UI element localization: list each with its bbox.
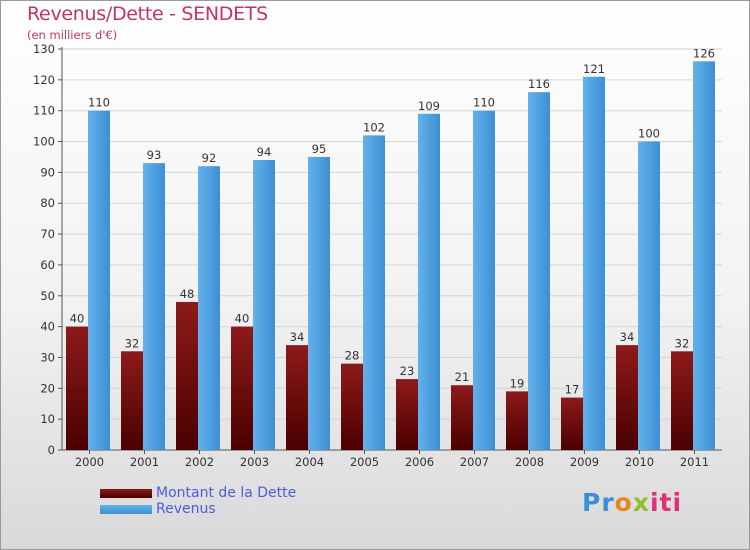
bar-revenus xyxy=(528,92,550,450)
x-tick-label: 2007 xyxy=(460,455,489,469)
data-label-revenus: 110 xyxy=(88,96,110,110)
y-tick-label: 20 xyxy=(40,381,55,395)
bar-revenus xyxy=(88,110,110,450)
bar-revenus xyxy=(693,61,715,450)
data-label-revenus: 94 xyxy=(257,145,272,159)
y-tick-label: 130 xyxy=(33,42,55,56)
bar-dette xyxy=(66,326,88,450)
data-label-dette: 34 xyxy=(620,330,635,344)
x-tick-label: 2010 xyxy=(625,455,654,469)
x-tick-label: 2005 xyxy=(350,455,379,469)
bar-dette xyxy=(396,379,418,450)
axes: 0 10 20 30 40 50 60 70 80 90 100 110 120 130 2000 2001 2… xyxy=(33,42,722,469)
bar-dette xyxy=(671,351,693,450)
bar-dette xyxy=(561,397,583,450)
data-label-revenus: 102 xyxy=(363,120,385,134)
bar-dette xyxy=(121,351,143,450)
y-tick-label: 60 xyxy=(40,258,55,272)
x-tick-label: 2004 xyxy=(295,455,324,469)
bar-revenus xyxy=(418,113,440,451)
data-label-revenus: 95 xyxy=(312,142,327,156)
grid-lines xyxy=(62,48,722,451)
chart-subtitle: (en milliers d'€) xyxy=(27,28,118,42)
legend-swatch-dette xyxy=(100,489,152,498)
x-tick-label: 2006 xyxy=(405,455,434,469)
data-label-dette: 40 xyxy=(70,312,85,326)
data-label-revenus: 100 xyxy=(638,127,660,141)
legend-swatch-revenus xyxy=(100,505,152,514)
bar-dette xyxy=(341,363,363,450)
bar-revenus xyxy=(473,110,495,450)
data-label-dette: 48 xyxy=(180,287,195,301)
bar-revenus xyxy=(363,135,385,450)
bar-revenus xyxy=(638,141,660,451)
data-label-revenus: 126 xyxy=(693,46,715,60)
bar-dette xyxy=(616,345,638,450)
x-tick-label: 2009 xyxy=(570,455,599,469)
bar-revenus xyxy=(308,156,330,450)
y-tick-label: 10 xyxy=(40,412,55,426)
x-tick-label: 2008 xyxy=(515,455,544,469)
y-tick-label: 70 xyxy=(40,227,55,241)
data-label-revenus: 116 xyxy=(528,77,550,91)
legend-label-revenus: Revenus xyxy=(156,501,216,517)
data-label-revenus: 110 xyxy=(473,96,495,110)
legend-label-dette: Montant de la Dette xyxy=(156,485,297,501)
data-labels: 40 110 32 93 48 92 40 94 34 95 28 102 23 109 21 110 19 11… xyxy=(70,46,715,396)
chart-title: Revenus/Dette - SENDETS xyxy=(27,3,268,25)
bars xyxy=(66,61,715,451)
y-tick-label: 100 xyxy=(33,135,55,149)
bar-revenus xyxy=(253,160,275,451)
bar-dette xyxy=(286,345,308,450)
data-label-dette: 21 xyxy=(455,370,470,384)
x-tick-label: 2003 xyxy=(240,455,269,469)
y-tick-label: 0 xyxy=(48,443,55,457)
x-tick-label: 2001 xyxy=(130,455,159,469)
y-tick-label: 110 xyxy=(33,104,55,118)
data-label-dette: 23 xyxy=(400,364,415,378)
data-label-dette: 28 xyxy=(345,349,360,363)
y-tick-label: 50 xyxy=(40,289,55,303)
data-label-revenus: 109 xyxy=(418,99,440,113)
bar-revenus xyxy=(198,166,220,450)
data-label-revenus: 92 xyxy=(202,151,217,165)
y-tick-label: 120 xyxy=(33,73,55,87)
data-label-revenus: 93 xyxy=(147,148,162,162)
bar-dette xyxy=(176,301,198,450)
data-label-dette: 40 xyxy=(235,312,250,326)
data-label-dette: 32 xyxy=(675,336,690,350)
x-tick-label: 2002 xyxy=(185,455,214,469)
y-tick-label: 90 xyxy=(40,165,55,179)
y-tick-label: 30 xyxy=(40,350,55,364)
bar-dette xyxy=(451,385,473,450)
proxiti-logo: Proxiti xyxy=(582,488,683,517)
data-label-revenus: 121 xyxy=(583,62,605,76)
bar-dette xyxy=(231,326,253,450)
data-label-dette: 32 xyxy=(125,336,140,350)
data-label-dette: 17 xyxy=(565,383,580,397)
x-tick-label: 2000 xyxy=(75,455,104,469)
bar-dette xyxy=(506,391,528,450)
y-tick-label: 40 xyxy=(40,320,55,334)
y-tick-label: 80 xyxy=(40,196,55,210)
x-tick-label: 2011 xyxy=(680,455,709,469)
data-label-dette: 34 xyxy=(290,330,305,344)
data-label-dette: 19 xyxy=(510,376,525,390)
bar-revenus xyxy=(143,163,165,450)
bar-revenus xyxy=(583,76,605,450)
